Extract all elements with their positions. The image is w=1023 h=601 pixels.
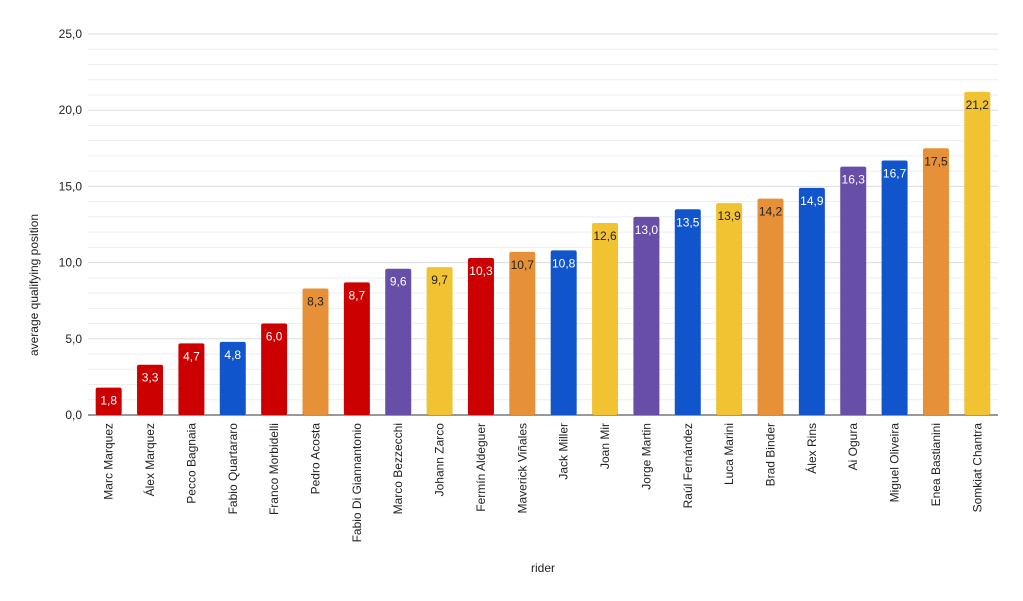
y-tick-label: 20,0: [59, 103, 83, 117]
x-tick-label: Miguel Oliveira: [888, 423, 902, 503]
data-label: 9,6: [390, 275, 407, 289]
x-tick-label: Enea Bastianini: [929, 423, 943, 506]
bar: [716, 203, 743, 415]
bar: [757, 198, 784, 415]
data-label: 10,3: [469, 264, 493, 278]
data-label: 12,6: [593, 229, 617, 243]
bar: [840, 166, 867, 415]
x-tick-label: Jorge Martin: [639, 423, 653, 490]
data-label: 21,2: [966, 98, 990, 112]
x-tick-label: Ai Ogura: [846, 423, 860, 471]
x-tick-label: Johann Zarco: [433, 423, 447, 497]
y-tick-label: 0,0: [65, 408, 82, 422]
data-label: 8,7: [349, 288, 366, 302]
bar: [881, 160, 908, 415]
data-label: 14,2: [759, 205, 783, 219]
bar: [302, 288, 329, 415]
y-axis-title: average qualifying position: [27, 214, 41, 356]
data-label: 4,7: [183, 349, 200, 363]
data-label: 13,9: [717, 209, 741, 223]
bar: [426, 267, 453, 415]
x-tick-label: Luca Marini: [722, 423, 736, 485]
bar: [137, 364, 164, 415]
x-tick-label: Marco Bezzecchi: [391, 423, 405, 514]
x-tick-label: Pedro Acosta: [309, 423, 323, 495]
data-label: 16,7: [883, 166, 907, 180]
x-tick-label: Franco Morbidelli: [267, 423, 281, 515]
x-tick-label: Maverick Viñales: [515, 423, 529, 513]
bar: [798, 187, 825, 415]
x-tick-label: Brad Binder: [764, 423, 778, 486]
x-tick-label: Raúl Fernández: [681, 423, 695, 508]
x-tick-label: Joan Mir: [598, 423, 612, 469]
y-tick-label: 25,0: [59, 27, 83, 41]
data-label: 3,3: [142, 371, 159, 385]
data-label: 14,9: [800, 194, 824, 208]
data-label: 13,0: [635, 223, 659, 237]
bar: [674, 209, 701, 415]
x-tick-label: Marc Marquez: [102, 423, 116, 500]
data-label: 8,3: [307, 295, 324, 309]
x-tick-label: Álex Marquez: [142, 423, 157, 496]
bar: [922, 148, 949, 416]
bar: [550, 250, 577, 415]
data-label: 9,7: [431, 273, 448, 287]
data-label: 4,8: [224, 348, 241, 362]
data-label: 10,8: [552, 256, 576, 270]
data-label: 1,8: [100, 394, 117, 408]
x-tick-label: Somkiat Chantra: [970, 423, 984, 513]
x-tick-label: Fabio Di Giannantonio: [350, 423, 364, 543]
y-axis-ticks: 0,0 5,0 10,0 15,0 20,0 25,0: [59, 27, 83, 422]
y-tick-label: 10,0: [59, 256, 83, 270]
bar: [261, 323, 288, 415]
bar: [509, 251, 536, 415]
data-label: 6,0: [266, 330, 283, 344]
bar: [633, 216, 660, 415]
x-tick-label: Pecco Bagnaia: [184, 423, 198, 504]
x-tick-label: Álex Rins: [804, 423, 819, 474]
bar: [467, 258, 494, 415]
x-tick-label: Jack Miller: [557, 423, 571, 480]
bar: [592, 222, 619, 415]
y-tick-label: 15,0: [59, 179, 83, 193]
bar: [219, 341, 246, 415]
data-label: 13,5: [676, 215, 700, 229]
x-axis-ticks: Marc Marquez Álex Marquez Pecco Bagnaia Fab…: [102, 423, 985, 543]
x-tick-label: Fermín Aldeguer: [474, 423, 488, 512]
bars: 1,8 3,3 4,7 4,8 6,0 8,3 8,7 9,6 9,7 10,3 10,7 10,8 1…: [95, 91, 991, 416]
x-tick-label: Fabio Quartararo: [226, 423, 240, 515]
bar: [178, 343, 205, 415]
data-label: 10,7: [511, 258, 535, 272]
bar: [385, 268, 412, 415]
bar: [95, 387, 122, 415]
bar: [343, 282, 370, 415]
data-label: 17,5: [924, 154, 948, 168]
data-label: 16,3: [842, 173, 866, 187]
bar: [964, 91, 991, 416]
x-axis-title: rider: [531, 561, 555, 575]
y-tick-label: 5,0: [65, 332, 82, 346]
